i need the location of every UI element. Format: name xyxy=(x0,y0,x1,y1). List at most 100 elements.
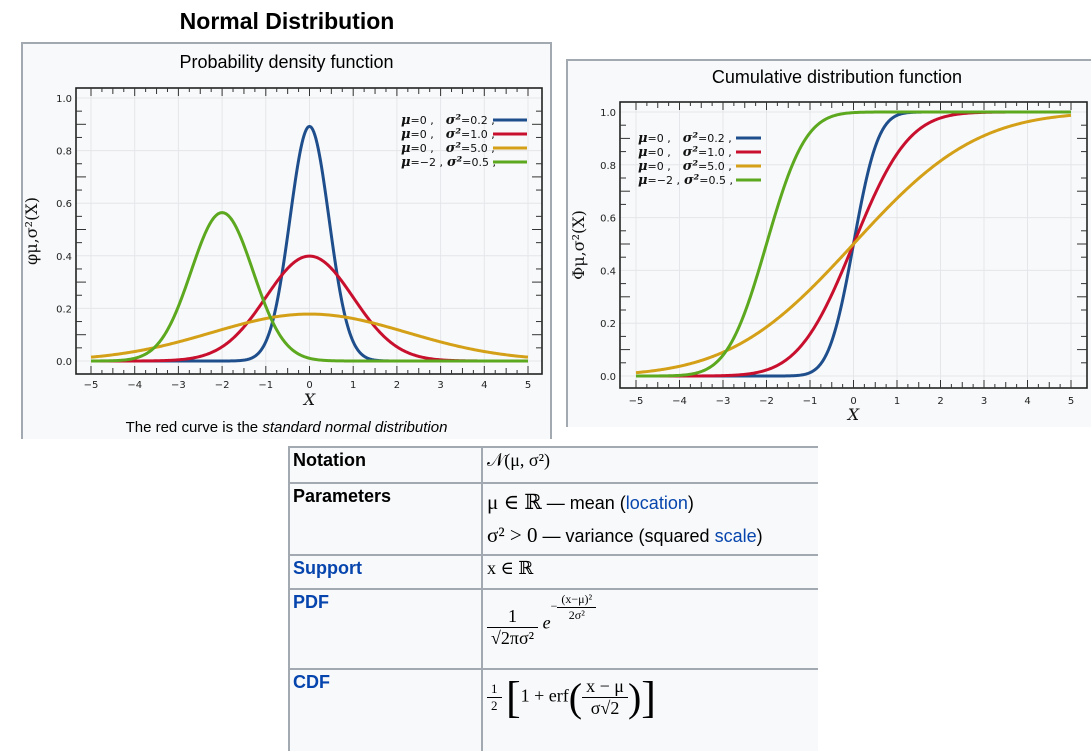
legend-entry-label: μ=0 , σ²=0.2 , xyxy=(401,113,495,128)
pdf-exp-sign: − xyxy=(550,599,558,614)
param-sigma-text: — variance (squared xyxy=(537,526,715,546)
y-axis-label: φμ,σ²(X) xyxy=(22,197,41,265)
x-tick-label: 1 xyxy=(350,380,356,391)
pdf-figure-panel: Probability density function −5 −4 −3 −2 −1 0… xyxy=(21,42,552,439)
y-tick-label: 0.0 xyxy=(600,372,616,383)
cdf-open-bracket: [ xyxy=(506,673,521,722)
legend-entry-label: μ=−2 , σ²=0.5 , xyxy=(401,155,496,170)
value-pdf-formula: 1 √2πσ² e− (x−μ)² 2σ² xyxy=(482,588,818,669)
y-tick-label: 0.4 xyxy=(56,252,72,263)
caption-italic: standard normal distribution xyxy=(262,419,448,436)
table-row-pdf: PDF 1 √2πσ² e− (x−μ)² 2σ² xyxy=(288,588,818,669)
infobox-table: Notation 𝒩(μ, σ²) Parameters μ ∈ ℝ — mea… xyxy=(288,446,818,751)
cdf-erf: 1 + erf xyxy=(520,685,569,706)
y-tick-label: 0.2 xyxy=(600,319,616,330)
y-tick-label: 0.0 xyxy=(56,357,72,368)
x-tick-label: 1 xyxy=(894,396,900,407)
param-mu-math: μ ∈ ℝ xyxy=(487,490,542,514)
label-cdf-link[interactable]: CDF xyxy=(288,668,483,751)
pdf-exp-num: (x−μ)² xyxy=(561,592,593,606)
series-line-2 xyxy=(635,113,1072,375)
series-line-3 xyxy=(90,211,529,363)
y-tick-label: 0.2 xyxy=(56,304,72,315)
value-notation: 𝒩(μ, σ²) xyxy=(482,446,818,483)
y-tick-label: 0.6 xyxy=(56,199,72,210)
x-axis-label: X xyxy=(846,405,860,424)
page-title: Normal Distribution xyxy=(179,8,395,34)
cdf-half-num: 1 xyxy=(491,681,498,696)
legend-entry-label: μ=0 , σ²=1.0 , xyxy=(401,127,495,142)
pdf-numerator: 1 xyxy=(508,605,518,626)
x-tick-label: −2 xyxy=(215,380,230,391)
cdf-frac-num: x − μ xyxy=(586,676,624,696)
cdf-figure-panel: Cumulative distribution function −5 −4 −3−… xyxy=(566,59,1091,427)
y-ticks xyxy=(620,124,1087,364)
series-line-3 xyxy=(635,110,1072,378)
pdf-denominator: √2πσ² xyxy=(487,626,539,649)
caption-text: The red curve is the xyxy=(125,419,263,436)
table-row-parameters: Parameters μ ∈ ℝ — mean (location) σ² > … xyxy=(288,482,818,555)
param-mu-text: — mean ( xyxy=(541,493,626,513)
y-tick-label: 0.4 xyxy=(600,266,616,277)
label-pdf-link[interactable]: PDF xyxy=(288,588,483,669)
cdf-chart: −5 −4 −3 −2 −1 0 1 2 3 4 5 0.0 0.2 0.4 0.6 0.8 1.0 X Φμ,σ²… xyxy=(569,101,1088,424)
cdf-half-den: 2 xyxy=(487,697,502,714)
table-row-support: Support x ∈ ℝ xyxy=(288,554,818,589)
label-support-link[interactable]: Support xyxy=(288,554,483,589)
pdf-exp-den: 2σ² xyxy=(557,607,597,623)
cdf-frac-den: σ√2 xyxy=(582,697,628,719)
y-tick-label: 0.8 xyxy=(600,161,616,172)
cdf-chart-title: Cumulative distribution function xyxy=(711,67,963,87)
x-tick-label: 4 xyxy=(481,380,487,391)
x-tick-label: −5 xyxy=(629,396,644,407)
y-ticks xyxy=(76,110,542,349)
x-tick-label: −4 xyxy=(127,380,142,391)
x-tick-label: −1 xyxy=(258,380,273,391)
legend-entry-label: μ=0 , σ²=5.0 , xyxy=(638,159,732,174)
x-axis-label: X xyxy=(302,390,316,409)
x-tick-label: −4 xyxy=(672,396,687,407)
x-tick-label: 0 xyxy=(306,380,312,391)
location-link[interactable]: location xyxy=(625,493,688,513)
label-parameters: Parameters xyxy=(288,482,483,555)
y-tick-label: 0.6 xyxy=(600,214,616,225)
x-tick-label: 4 xyxy=(1024,396,1030,407)
x-ticks xyxy=(90,88,529,374)
pdf-chart: −5 −4 −3 −2 −1 0 1 2 3 4 5 0.0 0.2 0.4 0.6 0.8 1.0 Xφμ,σ²… xyxy=(22,87,543,409)
legend-entry-label: μ=0 , σ²=5.0 , xyxy=(401,141,495,156)
param-sigma-end: ) xyxy=(756,526,763,546)
x-tick-label: 3 xyxy=(437,380,443,391)
x-ticks xyxy=(635,102,1072,388)
pdf-exp-base: e xyxy=(542,612,551,633)
legend-entry-label: μ=−2 , σ²=0.5 , xyxy=(638,173,733,188)
y-tick-label: 1.0 xyxy=(600,108,616,119)
x-tick-label: 5 xyxy=(1068,396,1074,407)
x-tick-label: 0 xyxy=(850,396,856,407)
series-line-2 xyxy=(90,312,529,359)
x-tick-label: −3 xyxy=(716,396,731,407)
x-tick-label: 2 xyxy=(394,380,400,391)
x-tick-label: −2 xyxy=(759,396,774,407)
x-tick-label: 3 xyxy=(981,396,987,407)
param-sigma-math: σ² > 0 xyxy=(487,523,538,547)
legend-entry-label: μ=0 , σ²=1.0 , xyxy=(638,145,732,160)
x-tick-label: −5 xyxy=(84,380,99,391)
y-tick-label: 1.0 xyxy=(56,94,72,105)
value-support: x ∈ ℝ xyxy=(482,554,818,589)
x-tick-label: −3 xyxy=(171,380,186,391)
x-tick-label: −1 xyxy=(803,396,818,407)
value-parameters: μ ∈ ℝ — mean (location) σ² > 0 — varianc… xyxy=(482,482,818,555)
pdf-caption: The red curve is the standard normal dis… xyxy=(23,419,550,436)
table-row-notation: Notation 𝒩(μ, σ²) xyxy=(288,446,818,483)
label-notation: Notation xyxy=(288,446,483,483)
pdf-chart-title: Probability density function xyxy=(179,52,394,72)
x-tick-label: 2 xyxy=(937,396,943,407)
x-tick-label: 5 xyxy=(525,380,531,391)
y-axis-label: Φμ,σ²(X) xyxy=(569,210,588,280)
scale-link[interactable]: scale xyxy=(714,526,757,546)
cdf-close-bracket: ] xyxy=(641,673,656,722)
param-mu-end: ) xyxy=(687,493,694,513)
legend-entry-label: μ=0 , σ²=0.2 , xyxy=(638,131,732,146)
